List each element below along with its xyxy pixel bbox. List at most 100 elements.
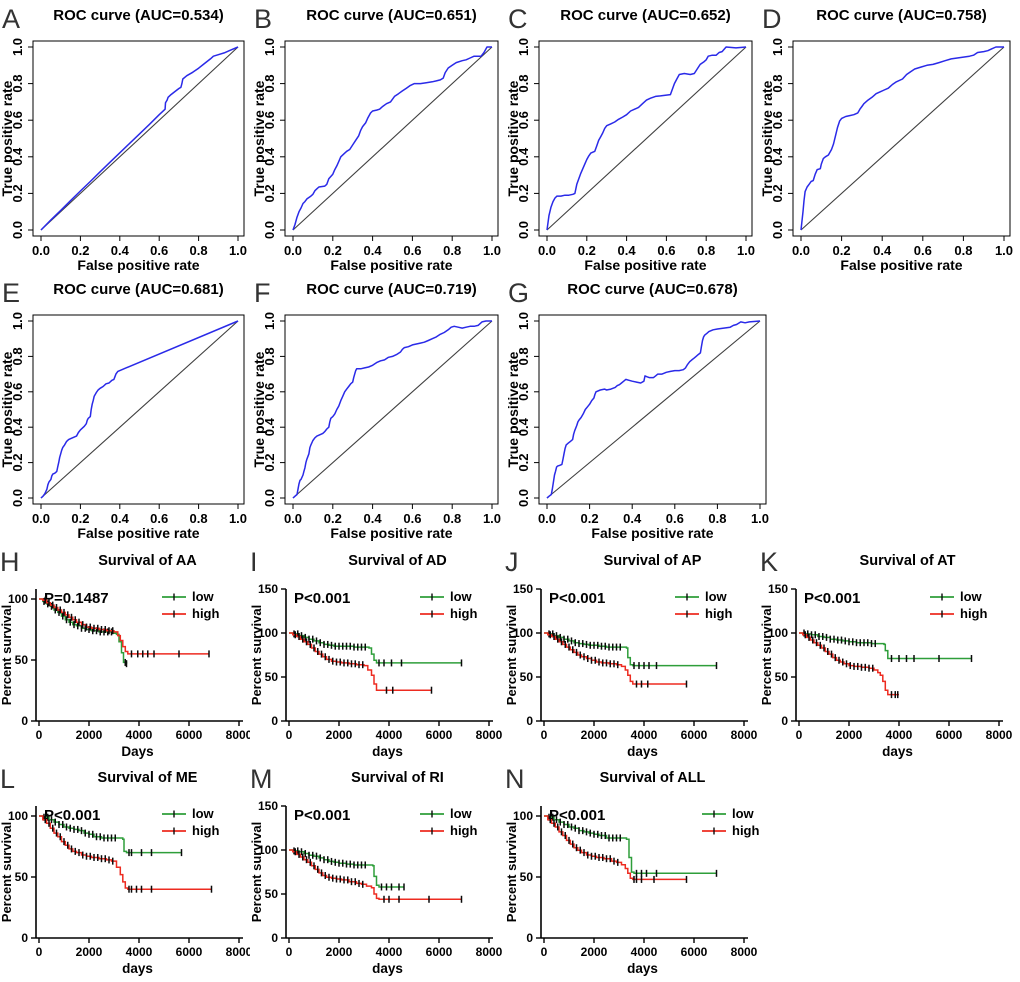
x-tick-label: 0.2	[71, 511, 89, 526]
x-tick-label: 8000	[476, 945, 503, 959]
x-tick-label: 0.4	[364, 243, 383, 258]
y-tick-label: 100	[8, 809, 28, 823]
x-tick-label: 6000	[681, 728, 708, 742]
panel-letter: B	[254, 4, 272, 34]
y-axis-label: True positive rate	[252, 351, 267, 467]
p-value-label: P<0.001	[549, 807, 605, 824]
x-tick-label: 0.0	[32, 511, 50, 526]
roc-curve	[292, 320, 492, 499]
x-tick-label: 4000	[631, 728, 658, 742]
legend-label-high: high	[192, 823, 219, 838]
y-tick-label: 50	[265, 670, 279, 684]
x-axis-label: days	[627, 744, 658, 759]
panel-letter: F	[254, 278, 271, 308]
plot-box	[284, 314, 499, 505]
x-tick-label: 0.8	[443, 243, 461, 258]
y-axis-label: True positive rate	[760, 80, 775, 196]
x-tick-label: 0	[796, 728, 803, 742]
panel-letter: N	[505, 764, 525, 794]
x-tick-label: 0.8	[954, 243, 972, 258]
panel-D-chart: D ROC curve (AUC=0.758) 0.0 0.2 0.4 0.6 0.8 1.0…	[759, 4, 1013, 273]
roc-curve	[546, 320, 761, 499]
legend-label-low: low	[960, 589, 983, 604]
reference-diagonal-line	[40, 46, 239, 231]
x-tick-label: 6000	[176, 728, 203, 742]
y-axis-label: True positive rate	[506, 80, 521, 196]
plot-box	[538, 40, 753, 237]
y-tick-label: 150	[258, 799, 278, 813]
x-tick-label: 0.4	[111, 511, 130, 526]
panel-J: J Survival of AP 0 2000 4000 6000 8000 days 0 50 1…	[504, 545, 763, 763]
x-tick-label: 6000	[936, 728, 963, 742]
chart-title: Survival of AT	[860, 553, 956, 569]
y-axis-label: True positive rate	[506, 351, 521, 467]
x-axis-label: days	[372, 744, 403, 759]
x-tick-label: 0.0	[32, 243, 50, 258]
y-tick-label: 0	[781, 714, 788, 728]
x-axis-label: False positive rate	[584, 257, 706, 273]
reference-diagonal-line	[546, 46, 747, 231]
x-tick-label: 0	[286, 945, 293, 959]
x-tick-label: 1.0	[229, 511, 247, 526]
panel-J-chart: J Survival of AP 0 2000 4000 6000 8000 days 0 50 1…	[504, 547, 758, 759]
y-tick-label: 0.0	[10, 489, 25, 507]
x-tick-label: 0	[541, 945, 548, 959]
panel-B-chart: B ROC curve (AUC=0.651) 0.0 0.2 0.4 0.6 0.8 1.0…	[251, 4, 501, 273]
panel-F: F ROC curve (AUC=0.719) 0.0 0.2 0.4 0.6 0.8 1.0…	[251, 276, 506, 542]
panel-H-chart: H Survival of AA 0 2000 4000 6000 8000 Days 0 50 1…	[0, 547, 253, 759]
y-tick-label: 0.6	[516, 111, 531, 129]
legend-label-low: low	[450, 589, 473, 604]
x-tick-label: 4000	[886, 728, 913, 742]
y-tick-label: 0.4	[516, 147, 531, 166]
plot-box	[284, 40, 499, 237]
x-tick-label: 0.4	[364, 511, 383, 526]
y-tick-label: 0.8	[262, 347, 277, 365]
panel-H: H Survival of AA 0 2000 4000 6000 8000 Days 0 50 1…	[0, 545, 253, 763]
y-tick-label: 0.6	[516, 383, 531, 401]
x-tick-label: 8000	[226, 728, 250, 742]
y-tick-label: 150	[768, 582, 788, 596]
chart-title: ROC curve (AUC=0.678)	[567, 281, 737, 298]
plot-box	[792, 40, 1011, 237]
y-tick-label: 0	[271, 714, 278, 728]
x-axis-label: False positive rate	[840, 257, 962, 273]
survival-curve-high	[39, 598, 209, 655]
x-tick-label: 0.4	[111, 243, 130, 258]
y-axis-label: Percent survival	[505, 822, 519, 922]
y-tick-label: 100	[258, 843, 278, 857]
x-axis-label: False positive rate	[77, 525, 199, 541]
y-tick-label: 0.2	[10, 184, 25, 202]
x-tick-label: 8000	[226, 945, 250, 959]
panel-I-chart: I Survival of AD 0 2000 4000 6000 8000 days 0 50 1…	[249, 547, 503, 759]
reference-diagonal-line	[546, 320, 761, 499]
x-tick-label: 0.6	[150, 511, 168, 526]
panel-K: K Survival of AT 0 2000 4000 6000 8000 days 0 50 1…	[759, 545, 1018, 763]
x-tick-label: 4000	[376, 728, 403, 742]
panel-K-chart: K Survival of AT 0 2000 4000 6000 8000 days 0 50 1…	[759, 547, 1013, 759]
y-tick-label: 150	[258, 582, 278, 596]
y-tick-label: 0.0	[262, 221, 277, 239]
panel-G: G ROC curve (AUC=0.678) 0.0 0.2 0.4 0.6 0.8 1.0…	[505, 276, 774, 542]
y-tick-label: 100	[258, 626, 278, 640]
panel-G-chart: G ROC curve (AUC=0.678) 0.0 0.2 0.4 0.6 0.8 1.0…	[505, 278, 769, 541]
panel-M: M Survival of RI 0 2000 4000 6000 8000 days 0 50 1…	[249, 762, 508, 980]
legend-label-high: high	[732, 823, 759, 838]
y-tick-label: 0.6	[10, 383, 25, 401]
panel-C: C ROC curve (AUC=0.652) 0.0 0.2 0.4 0.6 0.8 1.0…	[505, 2, 760, 274]
p-value-label: P<0.001	[804, 590, 860, 607]
chart-title: Survival of AD	[348, 553, 447, 569]
survival-curve-low	[289, 849, 404, 888]
x-tick-label: 2000	[581, 728, 608, 742]
x-tick-label: 0	[36, 945, 43, 959]
panel-letter: C	[508, 4, 528, 34]
y-tick-label: 50	[265, 887, 279, 901]
y-tick-label: 100	[513, 809, 533, 823]
x-tick-label: 4000	[126, 728, 153, 742]
panel-D: D ROC curve (AUC=0.758) 0.0 0.2 0.4 0.6 0.8 1.0…	[759, 2, 1018, 274]
x-tick-label: 0.8	[443, 511, 461, 526]
y-axis-label: Percent survival	[505, 605, 519, 705]
chart-title: Survival of ALL	[600, 770, 706, 786]
panel-M-chart: M Survival of RI 0 2000 4000 6000 8000 days 0 50 1…	[249, 764, 503, 976]
y-tick-label: 1.0	[10, 38, 25, 56]
panel-letter: E	[2, 278, 20, 308]
